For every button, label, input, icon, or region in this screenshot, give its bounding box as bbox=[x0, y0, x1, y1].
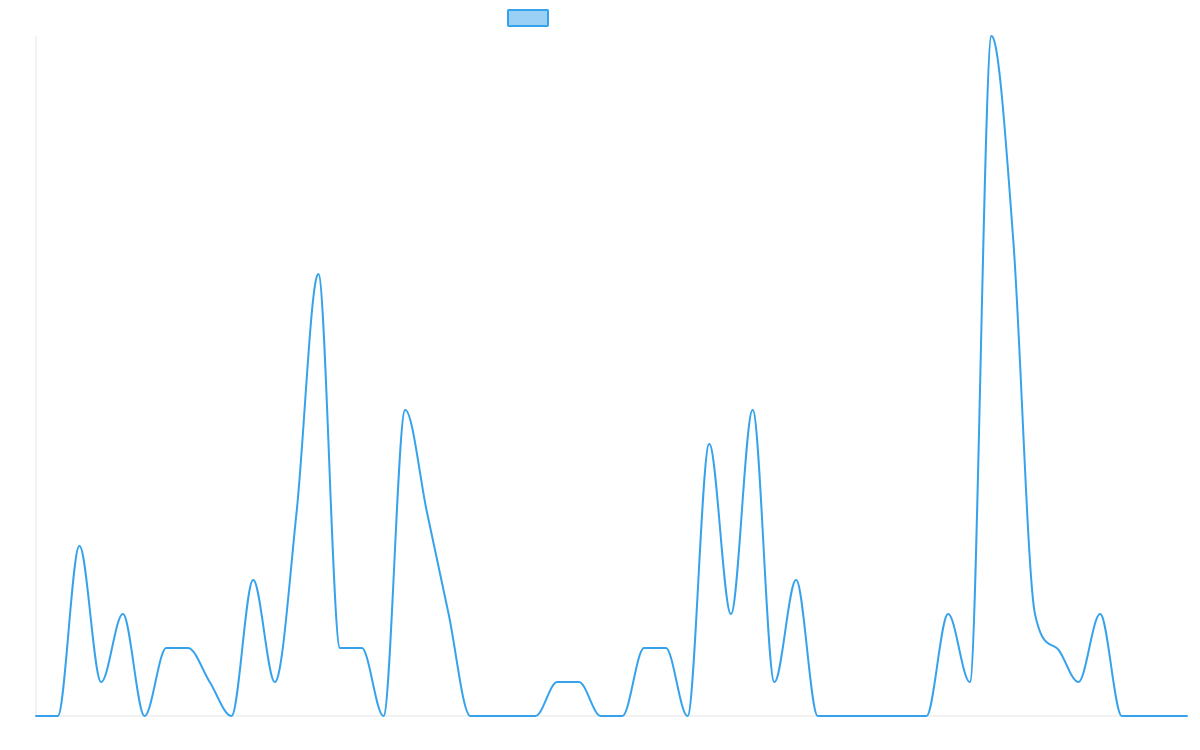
series-line-0 bbox=[35, 35, 1188, 717]
series-layer bbox=[35, 35, 1188, 717]
legend-swatch[interactable] bbox=[507, 9, 549, 27]
